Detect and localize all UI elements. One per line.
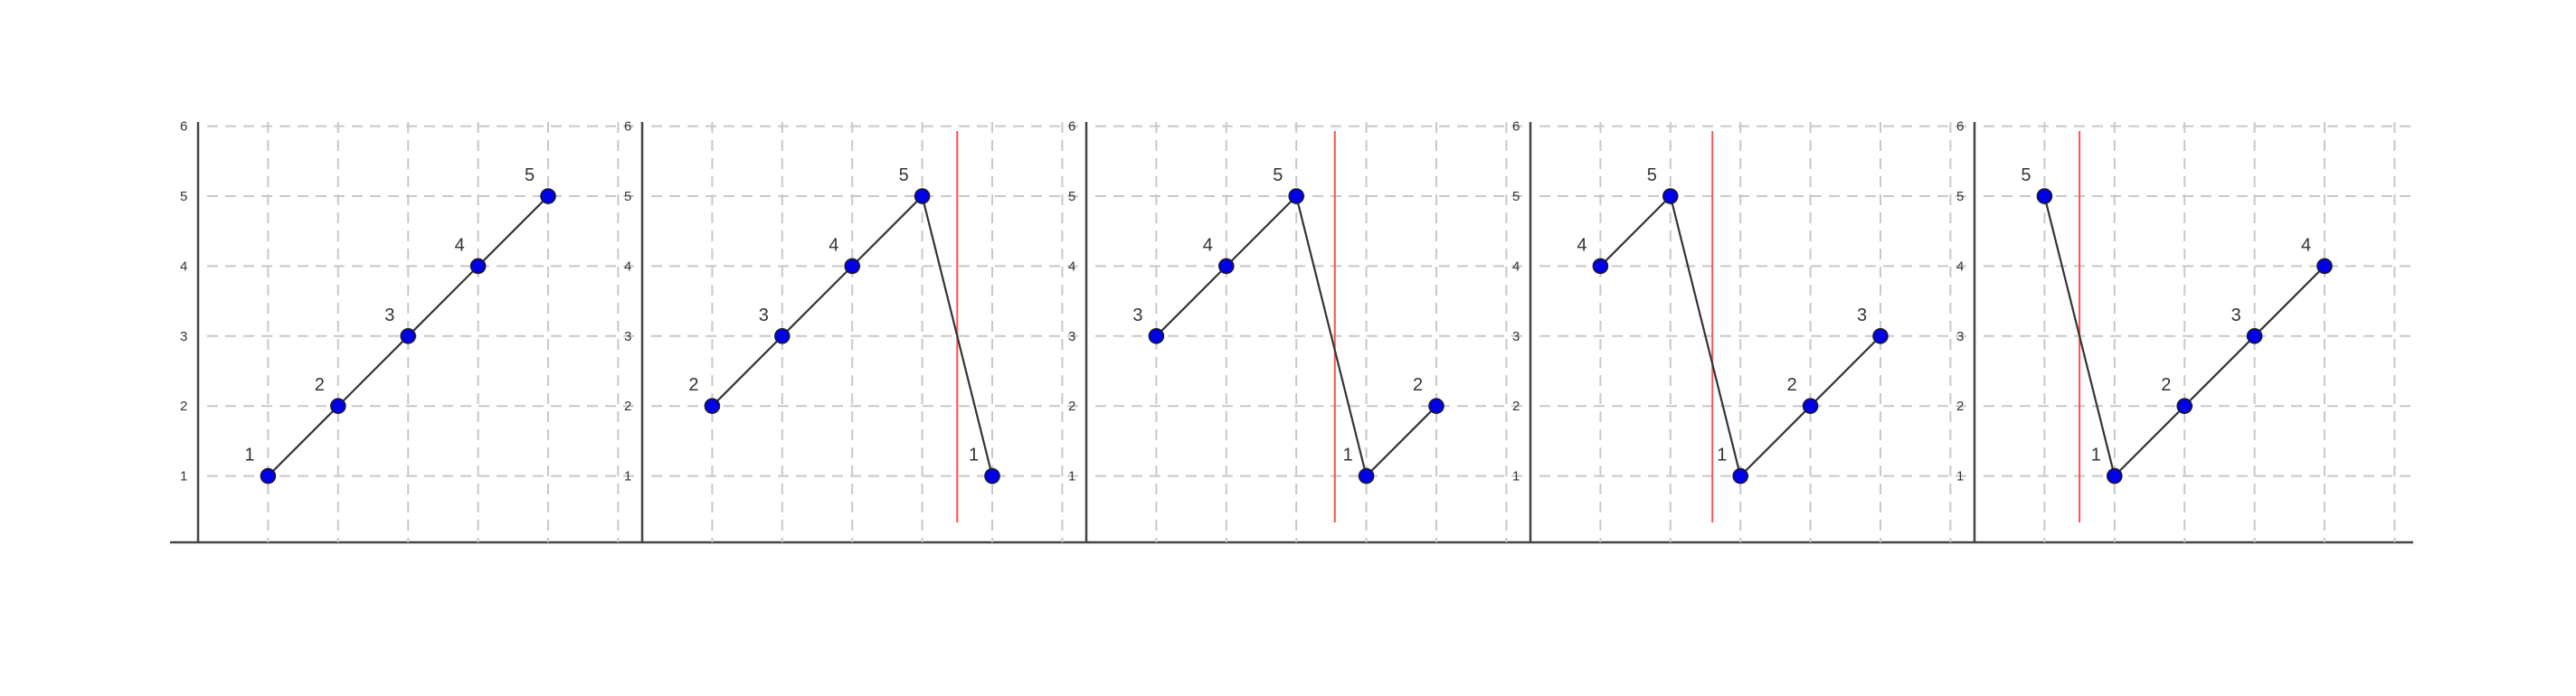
data-point (469, 258, 487, 275)
point-label: 5 (899, 165, 909, 185)
y-tick-label: 2 (624, 399, 631, 414)
y-tick-label: 6 (1956, 119, 1964, 135)
point-label: 1 (969, 446, 979, 466)
point-label: 4 (455, 235, 465, 255)
data-point (984, 467, 1000, 484)
point-label: 1 (2091, 446, 2101, 466)
point-label: 2 (2161, 375, 2171, 395)
data-point (1288, 188, 1304, 204)
point-label: 1 (1343, 446, 1353, 466)
y-tick-label: 5 (1512, 189, 1520, 204)
data-point (2246, 327, 2263, 344)
y-tick-label: 4 (1068, 259, 1075, 274)
y-tick-label: 4 (1512, 259, 1520, 274)
y-tick-label: 3 (624, 329, 631, 344)
panel-5: 1 2 3 4 5 6 5 1 2 3 4 (1956, 119, 2413, 542)
data-point (540, 188, 556, 204)
y-tick-label: 3 (180, 329, 187, 344)
point-label: 4 (1203, 235, 1213, 255)
panel-1: 1 2 3 4 5 6 1 2 3 4 5 (180, 119, 637, 542)
point-label: 5 (1273, 165, 1283, 185)
panels-group: 1 2 3 4 5 6 1 2 3 4 5 1 2 3 4 5 6 2 3 4 5 1 1 2 3 4 5 6 3 4 5 1 2 1 2 3 4 5 6 4… (180, 119, 2413, 542)
y-tick-label: 1 (624, 469, 631, 484)
point-label: 5 (1647, 165, 1657, 185)
point-label: 3 (1857, 306, 1867, 325)
panel-2: 1 2 3 4 5 6 2 3 4 5 1 (624, 119, 1081, 542)
data-point (1802, 398, 1819, 415)
y-tick-label: 4 (1956, 259, 1964, 274)
point-label: 3 (759, 306, 769, 325)
point-label: 4 (2301, 235, 2311, 255)
point-label: 1 (244, 446, 254, 466)
point-label: 2 (688, 375, 698, 395)
y-tick-label: 4 (180, 259, 187, 274)
data-point (1872, 327, 1889, 344)
data-point (1148, 327, 1165, 344)
data-point (773, 327, 791, 344)
y-tick-label: 5 (624, 189, 631, 204)
y-tick-label: 1 (1512, 469, 1520, 484)
y-tick-label: 3 (1512, 329, 1520, 344)
point-label: 5 (2021, 165, 2031, 185)
y-tick-label: 6 (1512, 119, 1520, 135)
y-tick-label: 5 (1956, 189, 1964, 204)
point-label: 2 (315, 375, 325, 395)
panel-4: 1 2 3 4 5 6 4 5 1 2 3 (1512, 119, 1969, 542)
y-tick-label: 3 (1068, 329, 1075, 344)
y-tick-label: 3 (1956, 329, 1964, 344)
data-point (1732, 467, 1748, 484)
data-point (260, 467, 277, 484)
y-tick-label: 6 (624, 119, 631, 135)
data-point (1592, 258, 1609, 275)
data-point (844, 258, 861, 275)
panel-3: 1 2 3 4 5 6 3 4 5 1 2 (1068, 119, 1525, 542)
data-point (1218, 258, 1235, 275)
y-tick-label: 4 (624, 259, 631, 274)
data-point (2036, 188, 2053, 204)
data-point (1662, 188, 1679, 204)
y-tick-label: 1 (1956, 469, 1964, 484)
point-label: 5 (525, 165, 535, 185)
point-label: 4 (1577, 235, 1586, 255)
data-point (2316, 258, 2333, 275)
point-label: 4 (829, 235, 838, 255)
point-label: 2 (1413, 375, 1423, 395)
point-label: 1 (1717, 446, 1727, 466)
data-point (704, 398, 721, 415)
data-point (329, 398, 346, 415)
data-point (914, 188, 931, 204)
point-label: 3 (1132, 306, 1142, 325)
data-point (400, 327, 417, 344)
y-tick-label: 2 (1956, 399, 1964, 414)
y-tick-label: 1 (180, 469, 187, 484)
y-tick-label: 5 (180, 189, 187, 204)
data-point (1428, 398, 1444, 415)
y-tick-label: 6 (180, 119, 187, 135)
point-label: 3 (2231, 306, 2241, 325)
y-tick-label: 2 (1512, 399, 1520, 414)
data-point (1358, 467, 1375, 484)
data-point (2107, 467, 2123, 484)
point-label: 3 (384, 306, 394, 325)
y-tick-label: 5 (1068, 189, 1075, 204)
y-tick-label: 2 (180, 399, 187, 414)
y-tick-label: 1 (1068, 469, 1075, 484)
y-tick-label: 2 (1068, 399, 1075, 414)
y-tick-label: 6 (1068, 119, 1075, 135)
data-point (2176, 398, 2192, 415)
point-label: 2 (1787, 375, 1797, 395)
